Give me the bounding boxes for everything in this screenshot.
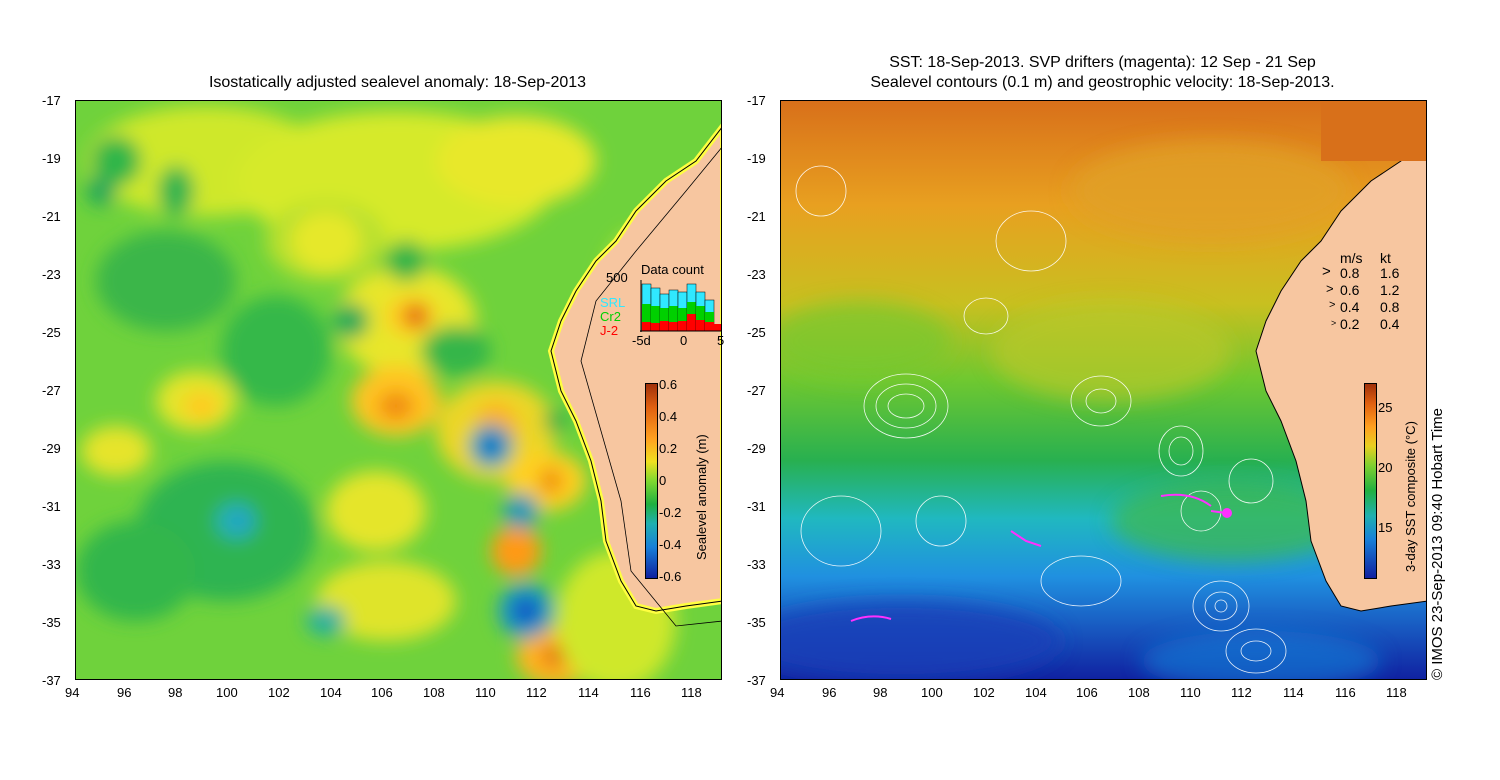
y-tick: -19 <box>747 151 766 166</box>
x-tick: 114 <box>1283 685 1304 700</box>
data-count-x-zero: 0 <box>680 333 688 348</box>
colorbar-tick: 15 <box>1378 520 1393 535</box>
y-tick: -37 <box>747 673 766 688</box>
x-tick: 94 <box>770 685 785 700</box>
legend-j2: J-2 <box>600 323 619 338</box>
x-tick: 100 <box>216 685 238 700</box>
y-tick: -19 <box>42 151 61 166</box>
x-tick: 94 <box>65 685 80 700</box>
colorbar-tick: -0.2 <box>659 505 682 520</box>
data-count-x-min: -5d <box>632 333 651 348</box>
y-tick: -23 <box>747 267 766 282</box>
left-map-title: Isostatically adjusted sealevel anomaly:… <box>208 74 587 91</box>
imos-credit: © IMOS 23-Sep-2013 09:40 Hobart Time <box>1429 407 1446 680</box>
y-tick: -31 <box>747 499 766 514</box>
x-tick: 98 <box>873 685 888 700</box>
velocity-ms: 0.2 <box>1340 316 1360 332</box>
data-count-title: Data count <box>641 262 704 277</box>
velocity-kt: 1.2 <box>1380 282 1400 298</box>
velocity-kt: 0.4 <box>1380 316 1400 332</box>
y-tick: -31 <box>42 499 61 514</box>
x-tick: 110 <box>475 685 496 700</box>
velocity-kt: 0.8 <box>1380 299 1400 315</box>
y-tick: -35 <box>747 615 766 630</box>
x-tick: 96 <box>117 685 132 700</box>
x-tick: 104 <box>320 685 342 700</box>
colorbar-tick: 25 <box>1378 400 1393 415</box>
data-count-bars <box>640 280 722 332</box>
colorbar-tick: -0.6 <box>659 569 682 584</box>
x-tick: 96 <box>822 685 837 700</box>
colorbar-label: Sealevel anomaly (m) <box>694 434 709 560</box>
velocity-ms: 0.4 <box>1340 299 1360 315</box>
x-tick: 110 <box>1180 685 1201 700</box>
colorbar-tick: 0.6 <box>659 377 678 392</box>
velocity-header-kt: kt <box>1380 250 1391 266</box>
x-tick: 100 <box>921 685 943 700</box>
data-count-max: 500 <box>606 270 628 285</box>
x-tick: 98 <box>168 685 183 700</box>
y-tick: -27 <box>747 383 766 398</box>
y-tick: -21 <box>42 209 61 224</box>
sst-field <box>781 101 1426 679</box>
x-tick: 118 <box>681 685 702 700</box>
colorbar-tick: 20 <box>1378 460 1393 475</box>
x-tick: 116 <box>630 685 651 700</box>
x-tick: 112 <box>1231 685 1252 700</box>
y-tick: -17 <box>42 93 61 108</box>
legend-cr2: Cr2 <box>600 309 621 324</box>
left-map-panel <box>75 100 722 680</box>
y-tick: -35 <box>42 615 61 630</box>
x-tick: 102 <box>268 685 290 700</box>
y-tick: -37 <box>42 673 61 688</box>
x-tick: 114 <box>578 685 599 700</box>
legend-srl: SRL <box>600 295 626 310</box>
vector-arrow-icon: > <box>1329 299 1336 311</box>
x-tick: 106 <box>371 685 393 700</box>
colorbar-tick: 0.2 <box>659 441 678 456</box>
vector-arrow-icon: > <box>1322 263 1331 280</box>
data-count-x-max: 5 <box>717 333 725 348</box>
velocity-kt: 1.6 <box>1380 265 1400 281</box>
x-tick: 104 <box>1025 685 1047 700</box>
colorbar-label: 3-day SST composite (°C) <box>1403 421 1418 572</box>
sealevel-contours <box>795 165 1287 674</box>
y-tick: -23 <box>42 267 61 282</box>
x-tick: 108 <box>1128 685 1150 700</box>
velocity-ms: 0.6 <box>1340 282 1360 298</box>
colorbar-tick: 0 <box>659 473 667 488</box>
y-tick: -33 <box>42 557 61 572</box>
right-map-title-line1: SST: 18-Sep-2013. SVP drifters (magenta)… <box>889 54 1316 71</box>
y-tick: -17 <box>747 93 766 108</box>
colorbar-tick: 0.4 <box>659 409 678 424</box>
sealevel-anomaly-field <box>76 101 721 679</box>
x-tick: 108 <box>423 685 445 700</box>
y-tick: -25 <box>747 325 766 340</box>
right-map-panel <box>780 100 1427 680</box>
y-tick: -29 <box>747 441 766 456</box>
y-tick: -21 <box>747 209 766 224</box>
vector-arrow-icon: > <box>1331 318 1337 328</box>
x-tick: 112 <box>526 685 547 700</box>
x-tick: 102 <box>973 685 995 700</box>
y-tick: -27 <box>42 383 61 398</box>
y-tick: -25 <box>42 325 61 340</box>
x-tick: 118 <box>1386 685 1407 700</box>
x-tick: 106 <box>1076 685 1098 700</box>
drifter-tracks <box>850 493 1232 622</box>
colorbar-tick: -0.4 <box>659 537 682 552</box>
vector-arrow-icon: > <box>1326 281 1334 296</box>
y-tick: -29 <box>42 441 61 456</box>
x-tick: 116 <box>1335 685 1356 700</box>
velocity-ms: 0.8 <box>1340 265 1360 281</box>
y-tick: -33 <box>747 557 766 572</box>
australia-landmass-right <box>1255 101 1426 612</box>
velocity-header-ms: m/s <box>1340 250 1363 266</box>
right-map-title-line2: Sealevel contours (0.1 m) and geostrophi… <box>870 74 1335 91</box>
